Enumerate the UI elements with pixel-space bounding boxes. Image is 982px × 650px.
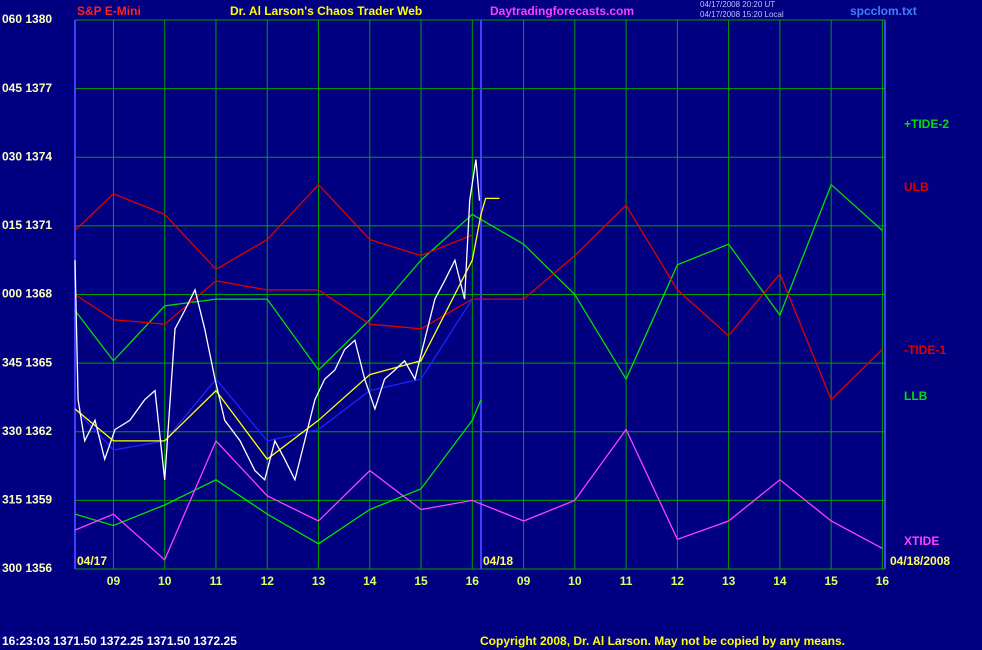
x-tick-label: 14 xyxy=(363,574,377,588)
copyright: Copyright 2008, Dr. Al Larson. May not b… xyxy=(480,634,845,648)
legend-label: XTIDE xyxy=(904,534,939,548)
y-tick-label: 000 1368 xyxy=(2,287,52,301)
x-tick-label: 16 xyxy=(876,574,890,588)
x-tick-label: 09 xyxy=(517,574,531,588)
legend-label: -TIDE-1 xyxy=(904,343,946,357)
series-line xyxy=(74,183,883,381)
x-tick-label: 10 xyxy=(158,574,172,588)
stamp-local: 04/17/2008 15:20 Local xyxy=(700,10,784,19)
y-tick-label: 060 1380 xyxy=(2,12,52,26)
series-line xyxy=(74,197,500,461)
x-tick-label: 11 xyxy=(210,574,223,588)
stamp-ut: 04/17/2008 20:20 UT xyxy=(700,0,775,9)
series-line xyxy=(74,428,883,561)
x-tick-label: 13 xyxy=(312,574,326,588)
y-tick-label: 315 1359 xyxy=(2,493,52,507)
x-tick-label: 16 xyxy=(466,574,480,588)
y-tick-label: 300 1356 xyxy=(2,561,52,575)
quote: 16:23:03 1371.50 1372.25 1371.50 1372.25 xyxy=(2,634,237,648)
x-tick-label: 11 xyxy=(620,574,633,588)
date-label: 04/18/2008 xyxy=(890,554,950,568)
file-name: spcclom.txt xyxy=(850,4,917,18)
x-tick-label: 10 xyxy=(568,574,582,588)
series-line xyxy=(74,399,482,545)
y-tick-label: 345 1365 xyxy=(2,355,52,369)
y-tick-label: 015 1371 xyxy=(2,218,52,232)
x-tick-label: 09 xyxy=(107,574,121,588)
site: Daytradingforecasts.com xyxy=(490,4,634,18)
y-tick-label: 045 1377 xyxy=(2,81,52,95)
series-line xyxy=(74,159,481,482)
x-tick-label: 12 xyxy=(261,574,275,588)
x-tick-label: 15 xyxy=(414,574,428,588)
x-tick-label: 14 xyxy=(773,574,787,588)
y-tick-label: 330 1362 xyxy=(2,424,52,438)
date-label: 04/17 xyxy=(77,554,107,568)
legend-label: LLB xyxy=(904,389,928,403)
instrument: S&P E-Mini xyxy=(77,4,141,18)
legend-label: ULB xyxy=(904,180,929,194)
chart-title: Dr. Al Larson's Chaos Trader Web xyxy=(230,4,422,18)
x-tick-label: 15 xyxy=(824,574,838,588)
legend-label: +TIDE-2 xyxy=(904,117,949,131)
y-tick-label: 030 1374 xyxy=(2,149,52,163)
date-label: 04/18 xyxy=(483,554,513,568)
x-tick-label: 13 xyxy=(722,574,736,588)
series-line xyxy=(74,183,473,271)
x-tick-label: 12 xyxy=(671,574,685,588)
series-line xyxy=(74,298,473,451)
